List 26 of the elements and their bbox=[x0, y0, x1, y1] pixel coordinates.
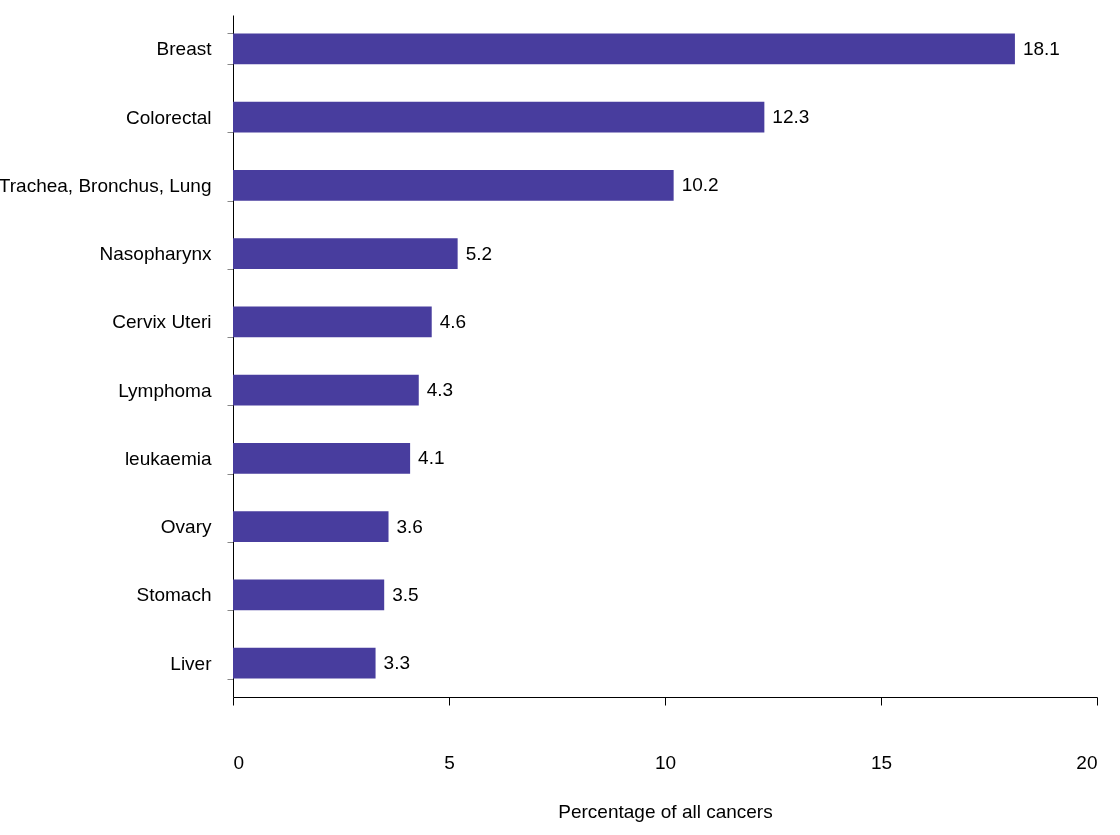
y-tick-label: Cervix Uteri bbox=[112, 311, 212, 333]
data-label: 3.5 bbox=[392, 583, 419, 605]
data-label: 4.3 bbox=[426, 379, 454, 401]
x-tick-label: 20 bbox=[1076, 751, 1098, 773]
x-tick-label: 10 bbox=[654, 751, 677, 773]
data-label: 10.2 bbox=[681, 174, 719, 196]
y-tick-label: Trachea, Bronchus, Lung bbox=[0, 174, 212, 196]
x-axis-title: Percentage of all cancers bbox=[558, 800, 773, 822]
x-tick-label: 15 bbox=[870, 751, 893, 773]
y-tick-label: Ovary bbox=[160, 516, 212, 538]
y-tick-label: leukaemia bbox=[124, 447, 212, 469]
y-tick-label: Breast bbox=[156, 38, 213, 60]
data-label: 4.6 bbox=[439, 310, 467, 332]
y-tick-label: Lymphoma bbox=[118, 379, 212, 401]
data-label: 3.6 bbox=[396, 515, 423, 537]
data-label: 4.1 bbox=[418, 447, 445, 469]
data-label: 12.3 bbox=[772, 106, 810, 128]
x-tick-label: 5 bbox=[444, 751, 455, 773]
data-label: 3.3 bbox=[383, 652, 410, 674]
y-tick-label: Nasopharynx bbox=[99, 243, 212, 265]
data-label: 5.2 bbox=[465, 242, 493, 264]
y-tick-label: Liver bbox=[170, 652, 213, 674]
data-label: 18.1 bbox=[1022, 37, 1060, 59]
x-tick-label: 0 bbox=[233, 751, 245, 773]
y-tick-label: Colorectal bbox=[125, 106, 212, 128]
y-tick-label: Stomach bbox=[136, 584, 212, 606]
